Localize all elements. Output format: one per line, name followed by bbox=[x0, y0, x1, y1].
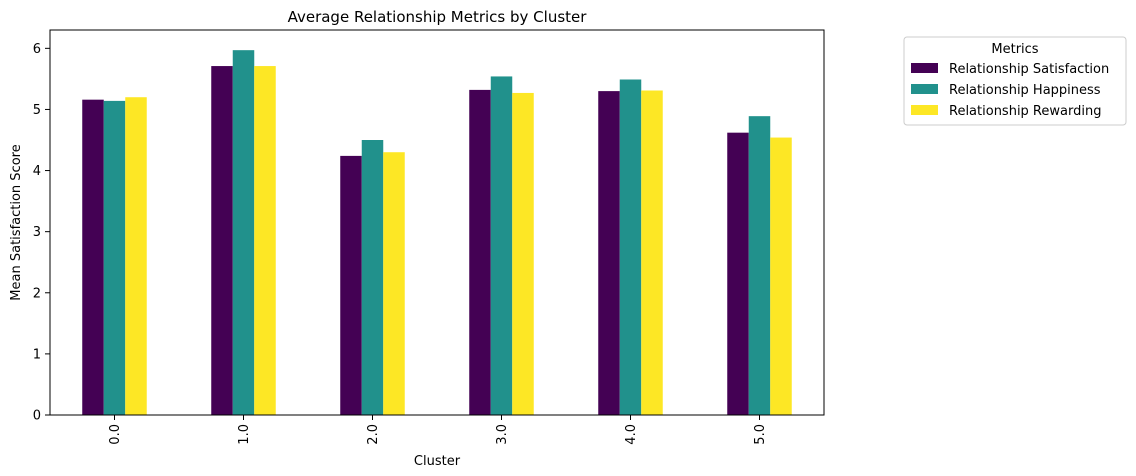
bar-relationship-rewarding-cluster-4.0 bbox=[641, 90, 663, 415]
legend-title: Metrics bbox=[991, 42, 1038, 57]
legend-swatch bbox=[911, 105, 938, 115]
y-tick-label: 0 bbox=[33, 409, 41, 424]
bar-relationship-satisfaction-cluster-5.0 bbox=[727, 132, 749, 416]
y-tick-label: 2 bbox=[33, 286, 41, 301]
bar-relationship-rewarding-cluster-1.0 bbox=[254, 66, 276, 415]
bar-relationship-satisfaction-cluster-2.0 bbox=[340, 155, 362, 415]
bar-relationship-happiness-cluster-1.0 bbox=[232, 50, 255, 416]
x-axis-label: Cluster bbox=[414, 454, 461, 469]
bar-relationship-happiness-cluster-3.0 bbox=[490, 76, 513, 415]
y-tick-label: 6 bbox=[33, 42, 41, 57]
y-tick-label: 5 bbox=[33, 103, 41, 118]
legend-swatch bbox=[911, 84, 938, 94]
legend-entry: Relationship Satisfaction bbox=[949, 62, 1109, 77]
bar-relationship-happiness-cluster-5.0 bbox=[748, 116, 771, 416]
y-tick-label: 4 bbox=[33, 164, 41, 179]
legend-entry: Relationship Happiness bbox=[949, 83, 1101, 98]
bar-relationship-satisfaction-cluster-4.0 bbox=[598, 91, 620, 416]
legend-items: Relationship Satisfaction Relationship Ha… bbox=[911, 62, 1109, 119]
x-tick-label: 5.0 bbox=[753, 424, 768, 445]
chart-title: Average Relationship Metrics by Cluster bbox=[288, 8, 588, 26]
plot-area-frame bbox=[49, 29, 825, 416]
bar-relationship-satisfaction-cluster-3.0 bbox=[469, 89, 491, 415]
legend-swatch bbox=[911, 63, 938, 73]
legend-frame bbox=[903, 36, 1127, 126]
bar-relationship-happiness-cluster-4.0 bbox=[619, 79, 642, 415]
bar-relationship-happiness-cluster-2.0 bbox=[361, 140, 384, 415]
bar-relationship-rewarding-cluster-3.0 bbox=[512, 92, 534, 415]
y-tick-label: 1 bbox=[33, 347, 41, 362]
x-axis: 0.0 1.0 2.0 3.0 4.0 5.0 bbox=[108, 415, 768, 445]
bar-relationship-rewarding-cluster-0.0 bbox=[125, 97, 147, 415]
bar-relationship-satisfaction-cluster-1.0 bbox=[211, 66, 233, 415]
bar-relationship-satisfaction-cluster-0.0 bbox=[82, 99, 104, 416]
bar-relationship-rewarding-cluster-2.0 bbox=[383, 152, 405, 415]
x-tick-label: 3.0 bbox=[495, 424, 510, 445]
x-tick-label: 4.0 bbox=[624, 424, 639, 445]
bar-relationship-rewarding-cluster-5.0 bbox=[770, 137, 792, 415]
y-tick-label: 3 bbox=[33, 225, 41, 240]
x-tick-label: 0.0 bbox=[108, 424, 123, 445]
x-tick-label: 1.0 bbox=[237, 424, 252, 445]
y-axis-label: Mean Satisfaction Score bbox=[9, 144, 24, 300]
legend: Metrics Relationship SatisfactionRelatio… bbox=[903, 36, 1127, 126]
bars-group bbox=[82, 50, 792, 416]
x-tick-label: 2.0 bbox=[366, 424, 381, 445]
bar-relationship-happiness-cluster-0.0 bbox=[103, 100, 126, 415]
y-axis: 0 1 2 3 4 5 6 bbox=[33, 42, 50, 424]
legend-entry: Relationship Rewarding bbox=[949, 104, 1101, 119]
